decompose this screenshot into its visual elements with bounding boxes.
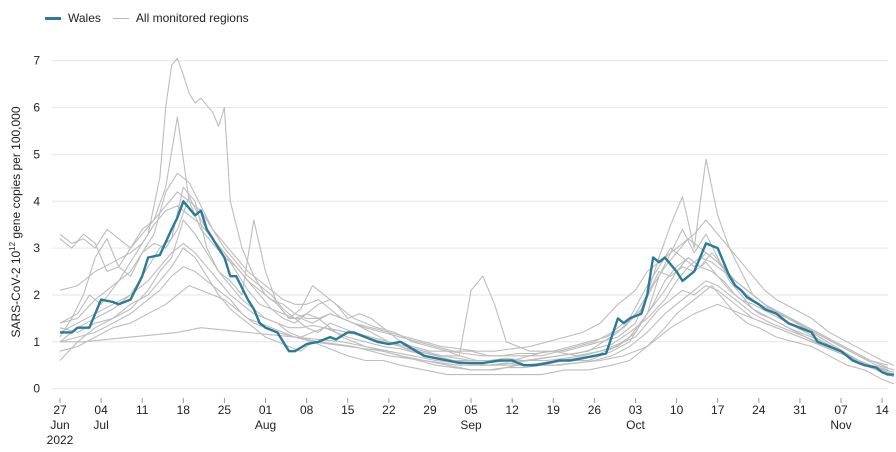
- y-tick-label-6: 6: [33, 101, 40, 115]
- region-series-line-4: [59, 247, 895, 385]
- x-tick-label-20: 14: [875, 403, 889, 417]
- wales-series-line: [60, 200, 894, 376]
- x-tick-label-10: 05: [464, 403, 478, 417]
- region-series-line-1: [59, 57, 895, 376]
- legend-item-all-regions[interactable]: All monitored regions: [112, 11, 249, 25]
- x-tick-label-7: 15: [341, 403, 355, 417]
- chart-legend: Wales All monitored regions: [45, 8, 261, 28]
- region-series-line-12: [59, 242, 889, 369]
- x-tick-label-15: 10: [670, 403, 684, 417]
- x-tick-label-3: 18: [177, 403, 191, 417]
- y-tick-label-3: 3: [33, 241, 40, 255]
- x-tick-label-17: 24: [752, 403, 766, 417]
- region-series-line-10: [59, 191, 895, 366]
- x-tick-label-13: 26: [588, 403, 602, 417]
- x-tick-month-10: Sep: [460, 418, 482, 432]
- region-series-line-13: [59, 219, 895, 373]
- x-tick-label-16: 17: [711, 403, 725, 417]
- legend-item-wales[interactable]: Wales: [45, 11, 101, 25]
- region-series-line-11: [59, 285, 895, 378]
- legend-swatch-wales: [45, 16, 61, 20]
- x-tick-month-14: Oct: [626, 418, 645, 432]
- region-series-line-3: [59, 186, 895, 371]
- x-tick-label-8: 22: [382, 403, 396, 417]
- x-tick-label-6: 08: [300, 403, 314, 417]
- x-tick-label-12: 19: [547, 403, 561, 417]
- y-axis-title: SARS-CoV-2 1012 gene copies per 100,000: [8, 106, 23, 337]
- x-tick-label-2: 11: [136, 403, 149, 417]
- y-tick-label-5: 5: [33, 147, 40, 161]
- wales-series-group: [60, 200, 894, 376]
- x-tick-label-19: 07: [834, 403, 848, 417]
- x-tick-month-5: Aug: [255, 418, 276, 432]
- x-tick-label-5: 01: [259, 403, 273, 417]
- x-tick-label-9: 29: [423, 403, 437, 417]
- y-tick-label-2: 2: [33, 288, 40, 302]
- legend-swatch-all-regions: [112, 17, 129, 19]
- x-tick-month-1: Jul: [93, 418, 108, 432]
- region-series-group: [59, 57, 895, 385]
- x-tick-label-11: 12: [505, 403, 519, 417]
- y-tick-label-1: 1: [33, 335, 40, 349]
- x-tick-label-0: 27: [53, 403, 67, 417]
- y-axis-tick-labels: 0 1 2 3 4 5 6 7: [33, 54, 40, 396]
- y-tick-label-0: 0: [33, 382, 40, 396]
- x-tick-year-0: 2022: [47, 433, 74, 447]
- x-tick-month-0: Jun: [50, 418, 69, 432]
- x-tick-label-1: 04: [94, 403, 108, 417]
- y-tick-label-7: 7: [33, 54, 40, 68]
- y-tick-label-4: 4: [33, 194, 40, 208]
- legend-label-wales: Wales: [68, 11, 101, 25]
- legend-label-all-regions: All monitored regions: [135, 11, 249, 25]
- x-tick-label-14: 03: [629, 403, 643, 417]
- region-series-line-5: [59, 196, 895, 376]
- x-tick-label-18: 31: [793, 403, 807, 417]
- region-series-line-7: [59, 266, 895, 373]
- grid-lines: [52, 60, 888, 390]
- x-tick-month-19: Nov: [830, 418, 851, 432]
- x-tick-label-4: 25: [218, 403, 232, 417]
